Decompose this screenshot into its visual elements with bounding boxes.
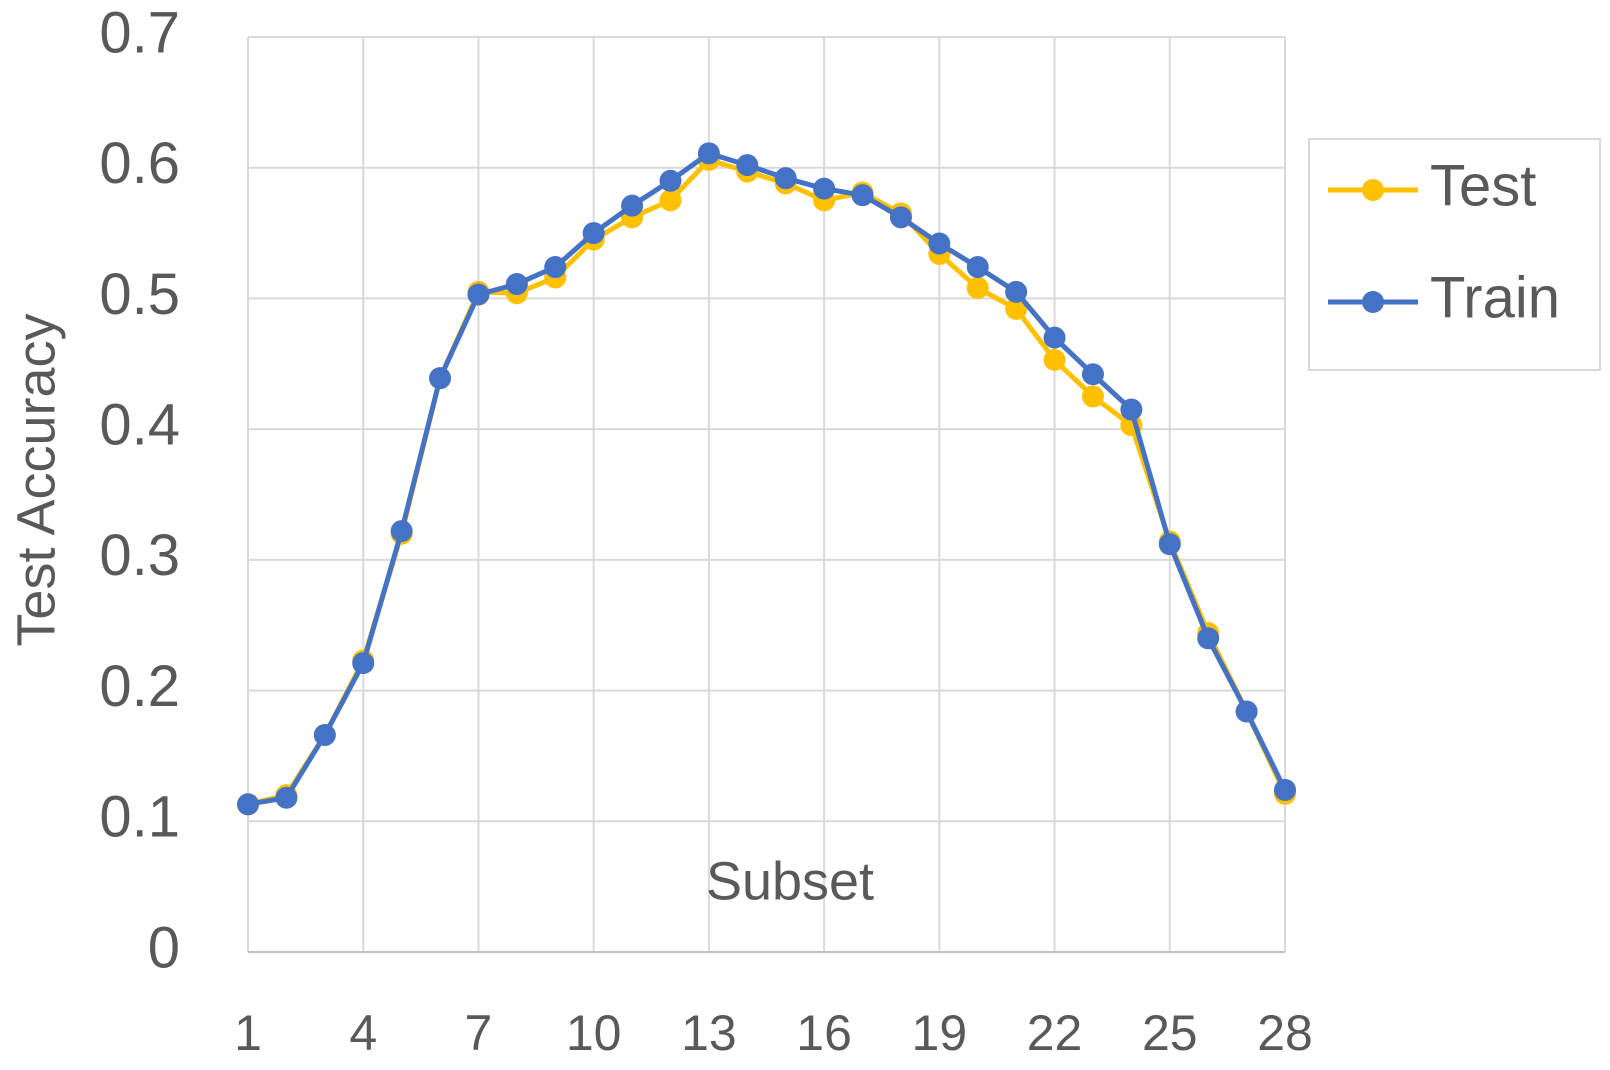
data-point (1081, 385, 1104, 408)
x-tick-label: 1 (234, 1005, 262, 1061)
data-point (659, 169, 682, 192)
x-axis-title: Subset (706, 851, 874, 911)
y-tick-label: 0.6 (99, 131, 180, 196)
y-tick-label: 0.7 (99, 0, 180, 65)
data-point (1043, 326, 1066, 349)
y-tick-label: 0.2 (99, 654, 180, 719)
data-point (659, 189, 682, 212)
y-tick-label: 0.5 (99, 262, 180, 327)
x-tick-label: 28 (1257, 1005, 1313, 1061)
data-point (1081, 363, 1104, 386)
data-point (237, 793, 259, 816)
data-point (1005, 297, 1028, 320)
data-point (621, 194, 644, 217)
legend-box (1308, 138, 1601, 371)
data-point (1005, 280, 1028, 303)
data-point (390, 520, 413, 543)
y-tick-label: 0 (148, 915, 180, 980)
data-point (467, 283, 490, 306)
data-point (928, 232, 951, 255)
data-point (966, 276, 989, 299)
legend-label: Train (1430, 265, 1560, 330)
x-tick-label: 7 (465, 1005, 493, 1061)
data-point (1158, 533, 1181, 556)
x-tick-label: 22 (1027, 1005, 1083, 1061)
data-point (774, 167, 797, 190)
x-tick-label: 4 (349, 1005, 377, 1061)
data-point (1043, 348, 1066, 371)
data-point (736, 154, 759, 177)
x-tick-label: 16 (796, 1005, 852, 1061)
y-axis-title: Test Accuracy (6, 313, 66, 646)
x-tick-label: 10 (566, 1005, 622, 1061)
data-point (1197, 627, 1220, 650)
legend-label: Test (1430, 153, 1536, 218)
data-point (429, 367, 452, 390)
data-point (544, 256, 567, 279)
y-tick-label: 0.4 (99, 392, 180, 457)
data-point (697, 142, 720, 165)
data-point (1274, 778, 1296, 801)
data-point (889, 206, 912, 229)
data-point (1235, 700, 1258, 723)
data-point (313, 724, 336, 747)
data-point (505, 273, 528, 296)
data-point (352, 652, 375, 675)
data-point (966, 256, 989, 279)
y-tick-label: 0.1 (99, 785, 180, 850)
x-tick-label: 13 (681, 1005, 737, 1061)
data-point (275, 786, 298, 809)
y-tick-label: 0.3 (99, 523, 180, 588)
data-point (1120, 398, 1143, 421)
series-line (247, 157, 1288, 807)
data-point (851, 184, 874, 207)
x-tick-label: 25 (1142, 1005, 1198, 1061)
legend-marker (1362, 179, 1384, 201)
series-line (247, 150, 1288, 807)
data-point (813, 177, 836, 200)
data-point (582, 222, 605, 245)
x-tick-label: 19 (912, 1005, 968, 1061)
legend-marker (1362, 291, 1384, 313)
